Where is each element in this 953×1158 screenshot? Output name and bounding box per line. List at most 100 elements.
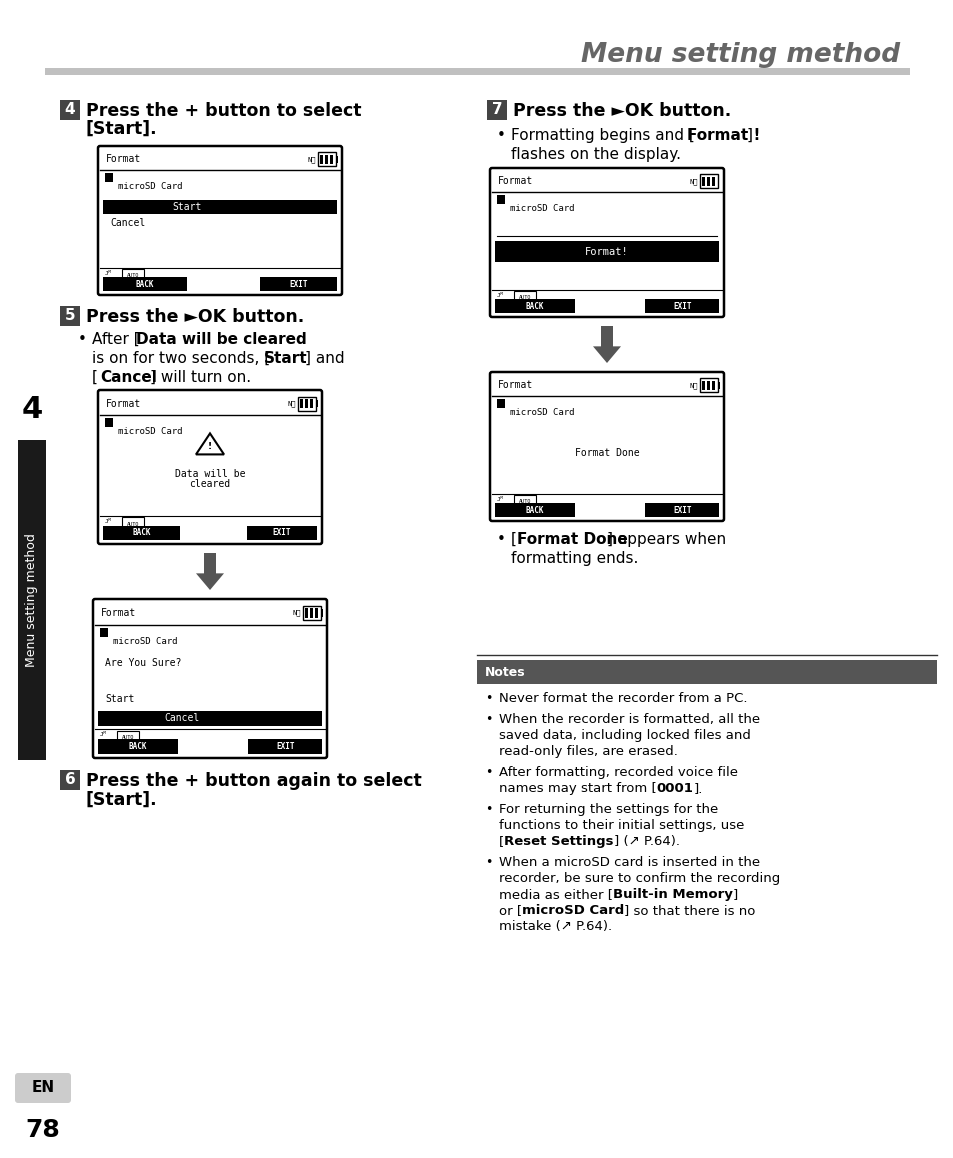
Text: [Start].: [Start].	[86, 120, 157, 138]
FancyBboxPatch shape	[490, 168, 723, 317]
Bar	[645, 503, 719, 516]
Bar	[701, 381, 705, 390]
Text: Nᴇ: Nᴇ	[293, 610, 301, 616]
Text: microSD Card: microSD Card	[510, 408, 574, 417]
Text: •: •	[497, 532, 505, 547]
Bar	[320, 609, 323, 616]
FancyBboxPatch shape	[490, 372, 723, 521]
Text: Start: Start	[105, 695, 134, 704]
Text: EXIT: EXIT	[672, 301, 691, 310]
Text: Jᴹ: Jᴹ	[497, 497, 504, 501]
Text: Never format the recorder from a PC.: Never format the recorder from a PC.	[498, 692, 747, 705]
Bar	[495, 299, 575, 313]
Bar	[711, 177, 715, 185]
Text: Format: Format	[497, 176, 533, 186]
Text: [Start].: [Start].	[86, 791, 157, 809]
Text: read-only files, are erased.: read-only files, are erased.	[498, 745, 678, 758]
Bar	[711, 381, 715, 390]
Text: Press the ►OK button.: Press the ►OK button.	[86, 308, 304, 327]
FancyBboxPatch shape	[15, 1073, 71, 1104]
Text: Start: Start	[172, 201, 201, 212]
Text: Jᴹ: Jᴹ	[105, 519, 112, 525]
Bar	[330, 155, 334, 163]
Bar	[325, 155, 328, 163]
Text: 6: 6	[65, 772, 75, 787]
Bar	[335, 156, 337, 162]
Text: 78: 78	[26, 1117, 60, 1142]
Text: ]: ]	[732, 888, 738, 901]
Bar	[105, 173, 112, 182]
Text: •: •	[484, 765, 492, 779]
Text: •: •	[78, 332, 87, 347]
Text: microSD Card: microSD Card	[112, 638, 177, 646]
Text: AUTO: AUTO	[122, 735, 134, 740]
Text: microSD Card: microSD Card	[118, 427, 182, 437]
Bar	[103, 526, 180, 540]
Text: Start: Start	[264, 351, 307, 366]
Bar	[476, 660, 936, 684]
Text: BACK: BACK	[525, 506, 544, 514]
Bar	[248, 739, 322, 754]
Text: After formatting, recorded voice file: After formatting, recorded voice file	[498, 765, 738, 779]
Bar	[706, 177, 710, 185]
Text: Format Done: Format Done	[517, 532, 627, 547]
Bar	[495, 241, 719, 263]
FancyBboxPatch shape	[514, 291, 536, 305]
Bar	[60, 100, 80, 120]
Bar	[645, 299, 719, 313]
Text: BACK: BACK	[129, 742, 148, 752]
Text: BACK: BACK	[135, 279, 154, 288]
Text: formatting ends.: formatting ends.	[511, 551, 638, 566]
Text: EXIT: EXIT	[275, 742, 294, 752]
Text: cleared: cleared	[190, 478, 231, 489]
Text: 7: 7	[491, 103, 502, 117]
Polygon shape	[195, 554, 224, 589]
Bar	[310, 608, 314, 618]
Text: Notes: Notes	[484, 667, 525, 680]
Text: media as either [: media as either [	[498, 888, 613, 901]
FancyBboxPatch shape	[98, 390, 322, 544]
Bar	[305, 608, 308, 618]
Text: Jᴹ: Jᴹ	[497, 293, 504, 298]
Text: mistake (↗ P.64).: mistake (↗ P.64).	[498, 919, 612, 933]
Text: •: •	[484, 692, 492, 705]
Text: 4: 4	[21, 396, 43, 425]
Text: •: •	[497, 129, 505, 142]
FancyBboxPatch shape	[122, 269, 144, 283]
Bar	[718, 382, 720, 389]
Text: Format: Format	[106, 154, 141, 164]
Bar	[310, 400, 314, 409]
Text: EXIT: EXIT	[289, 279, 308, 288]
Text: recorder, be sure to confirm the recording: recorder, be sure to confirm the recordi…	[498, 872, 780, 885]
Text: EXIT: EXIT	[672, 506, 691, 514]
Bar	[98, 739, 178, 754]
Text: AUTO: AUTO	[127, 521, 139, 527]
Bar	[105, 418, 112, 427]
Text: names may start from [: names may start from [	[498, 782, 656, 796]
Bar	[305, 400, 308, 409]
Text: microSD Card: microSD Card	[521, 904, 623, 917]
Text: For returning the settings for the: For returning the settings for the	[498, 802, 718, 816]
Text: Nᴇ: Nᴇ	[689, 178, 698, 184]
Text: When the recorder is formatted, all the: When the recorder is formatted, all the	[498, 713, 760, 726]
Polygon shape	[593, 327, 620, 362]
FancyBboxPatch shape	[700, 175, 718, 188]
Text: Built-in Memory: Built-in Memory	[613, 888, 732, 901]
Bar	[100, 628, 108, 637]
FancyBboxPatch shape	[117, 731, 139, 745]
Bar	[299, 400, 303, 409]
Bar	[45, 68, 909, 75]
Text: ] and: ] and	[305, 351, 344, 366]
Text: Cancel: Cancel	[110, 219, 145, 228]
FancyBboxPatch shape	[92, 599, 327, 758]
Text: Format!: Format!	[584, 247, 628, 257]
Text: microSD Card: microSD Card	[118, 182, 182, 191]
Text: [: [	[91, 371, 98, 384]
Text: AUTO: AUTO	[518, 499, 531, 504]
FancyBboxPatch shape	[514, 496, 536, 508]
Bar	[103, 199, 336, 214]
Bar	[18, 440, 46, 760]
Text: ] will turn on.: ] will turn on.	[150, 371, 251, 384]
Text: !: !	[208, 442, 212, 450]
Text: 4: 4	[65, 103, 75, 117]
